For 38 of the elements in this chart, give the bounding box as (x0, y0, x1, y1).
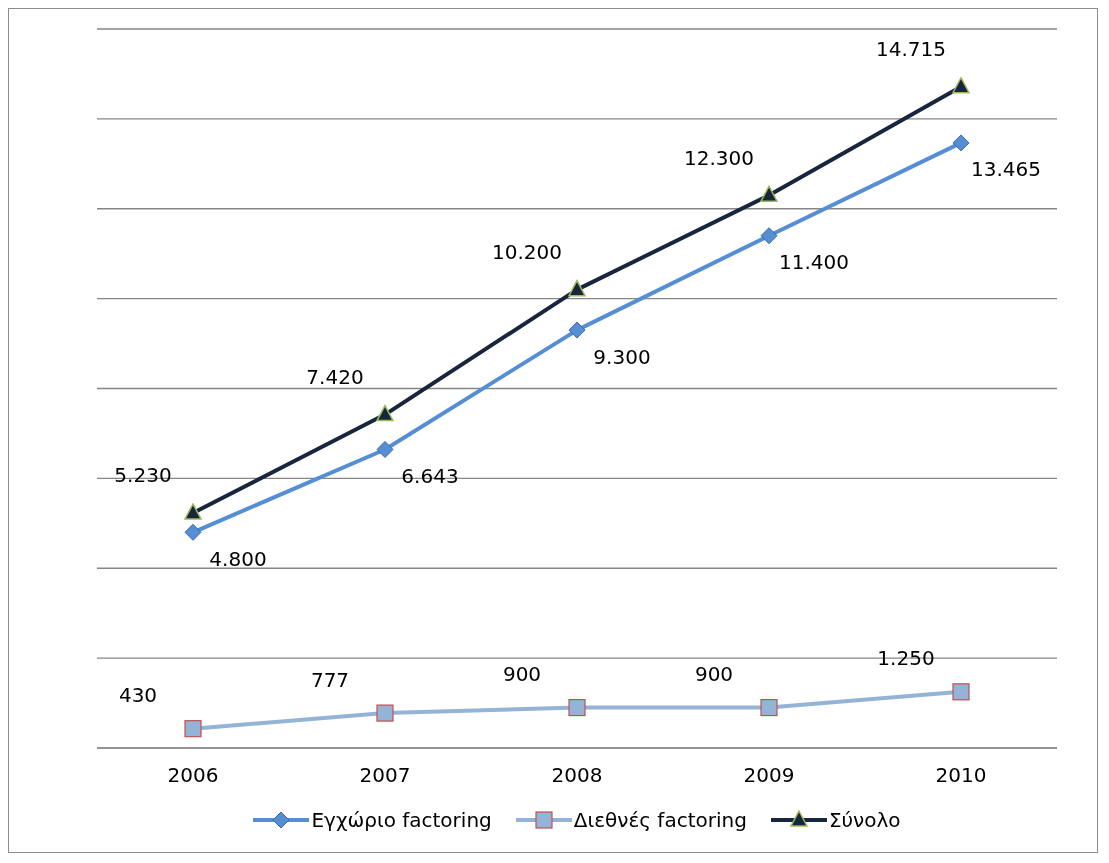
data-label: 5.230 (114, 463, 172, 488)
data-label: 430 (118, 683, 158, 708)
data-label: 900 (694, 662, 734, 687)
data-label: 1.250 (877, 646, 935, 671)
data-label: 11.400 (779, 250, 849, 275)
x-tick-label: 2009 (743, 763, 795, 788)
point (952, 76, 970, 94)
x-tick-label: 2008 (551, 763, 603, 788)
point (376, 404, 394, 422)
x-tick-label: 2007 (359, 763, 411, 788)
data-label: 12.300 (684, 145, 754, 170)
point (760, 227, 778, 245)
legend-label: Διεθνές factoring (573, 808, 747, 832)
legend-label: Σύνολο (828, 808, 901, 832)
data-label: 9.300 (593, 344, 651, 369)
point (760, 185, 778, 203)
legend-label: Εγχώριο factoring (311, 808, 492, 832)
data-label: 900 (502, 662, 542, 687)
point (184, 523, 202, 541)
data-label: 10.200 (492, 240, 562, 265)
point (568, 321, 586, 339)
data-label: 14.715 (876, 37, 946, 62)
point (184, 720, 202, 738)
data-label: 4.800 (209, 546, 267, 571)
point (568, 698, 586, 717)
point (952, 134, 970, 152)
data-label: 7.420 (306, 365, 364, 390)
x-tick-label: 2006 (167, 763, 219, 788)
point (184, 503, 202, 520)
x-tick-label: 2010 (935, 763, 987, 788)
data-label: 777 (310, 667, 350, 692)
data-label: 6.643 (401, 463, 459, 488)
point (952, 683, 970, 701)
point (376, 440, 394, 458)
point (376, 704, 394, 722)
point (760, 698, 778, 717)
point (568, 279, 586, 297)
data-label: 13.465 (971, 157, 1041, 182)
